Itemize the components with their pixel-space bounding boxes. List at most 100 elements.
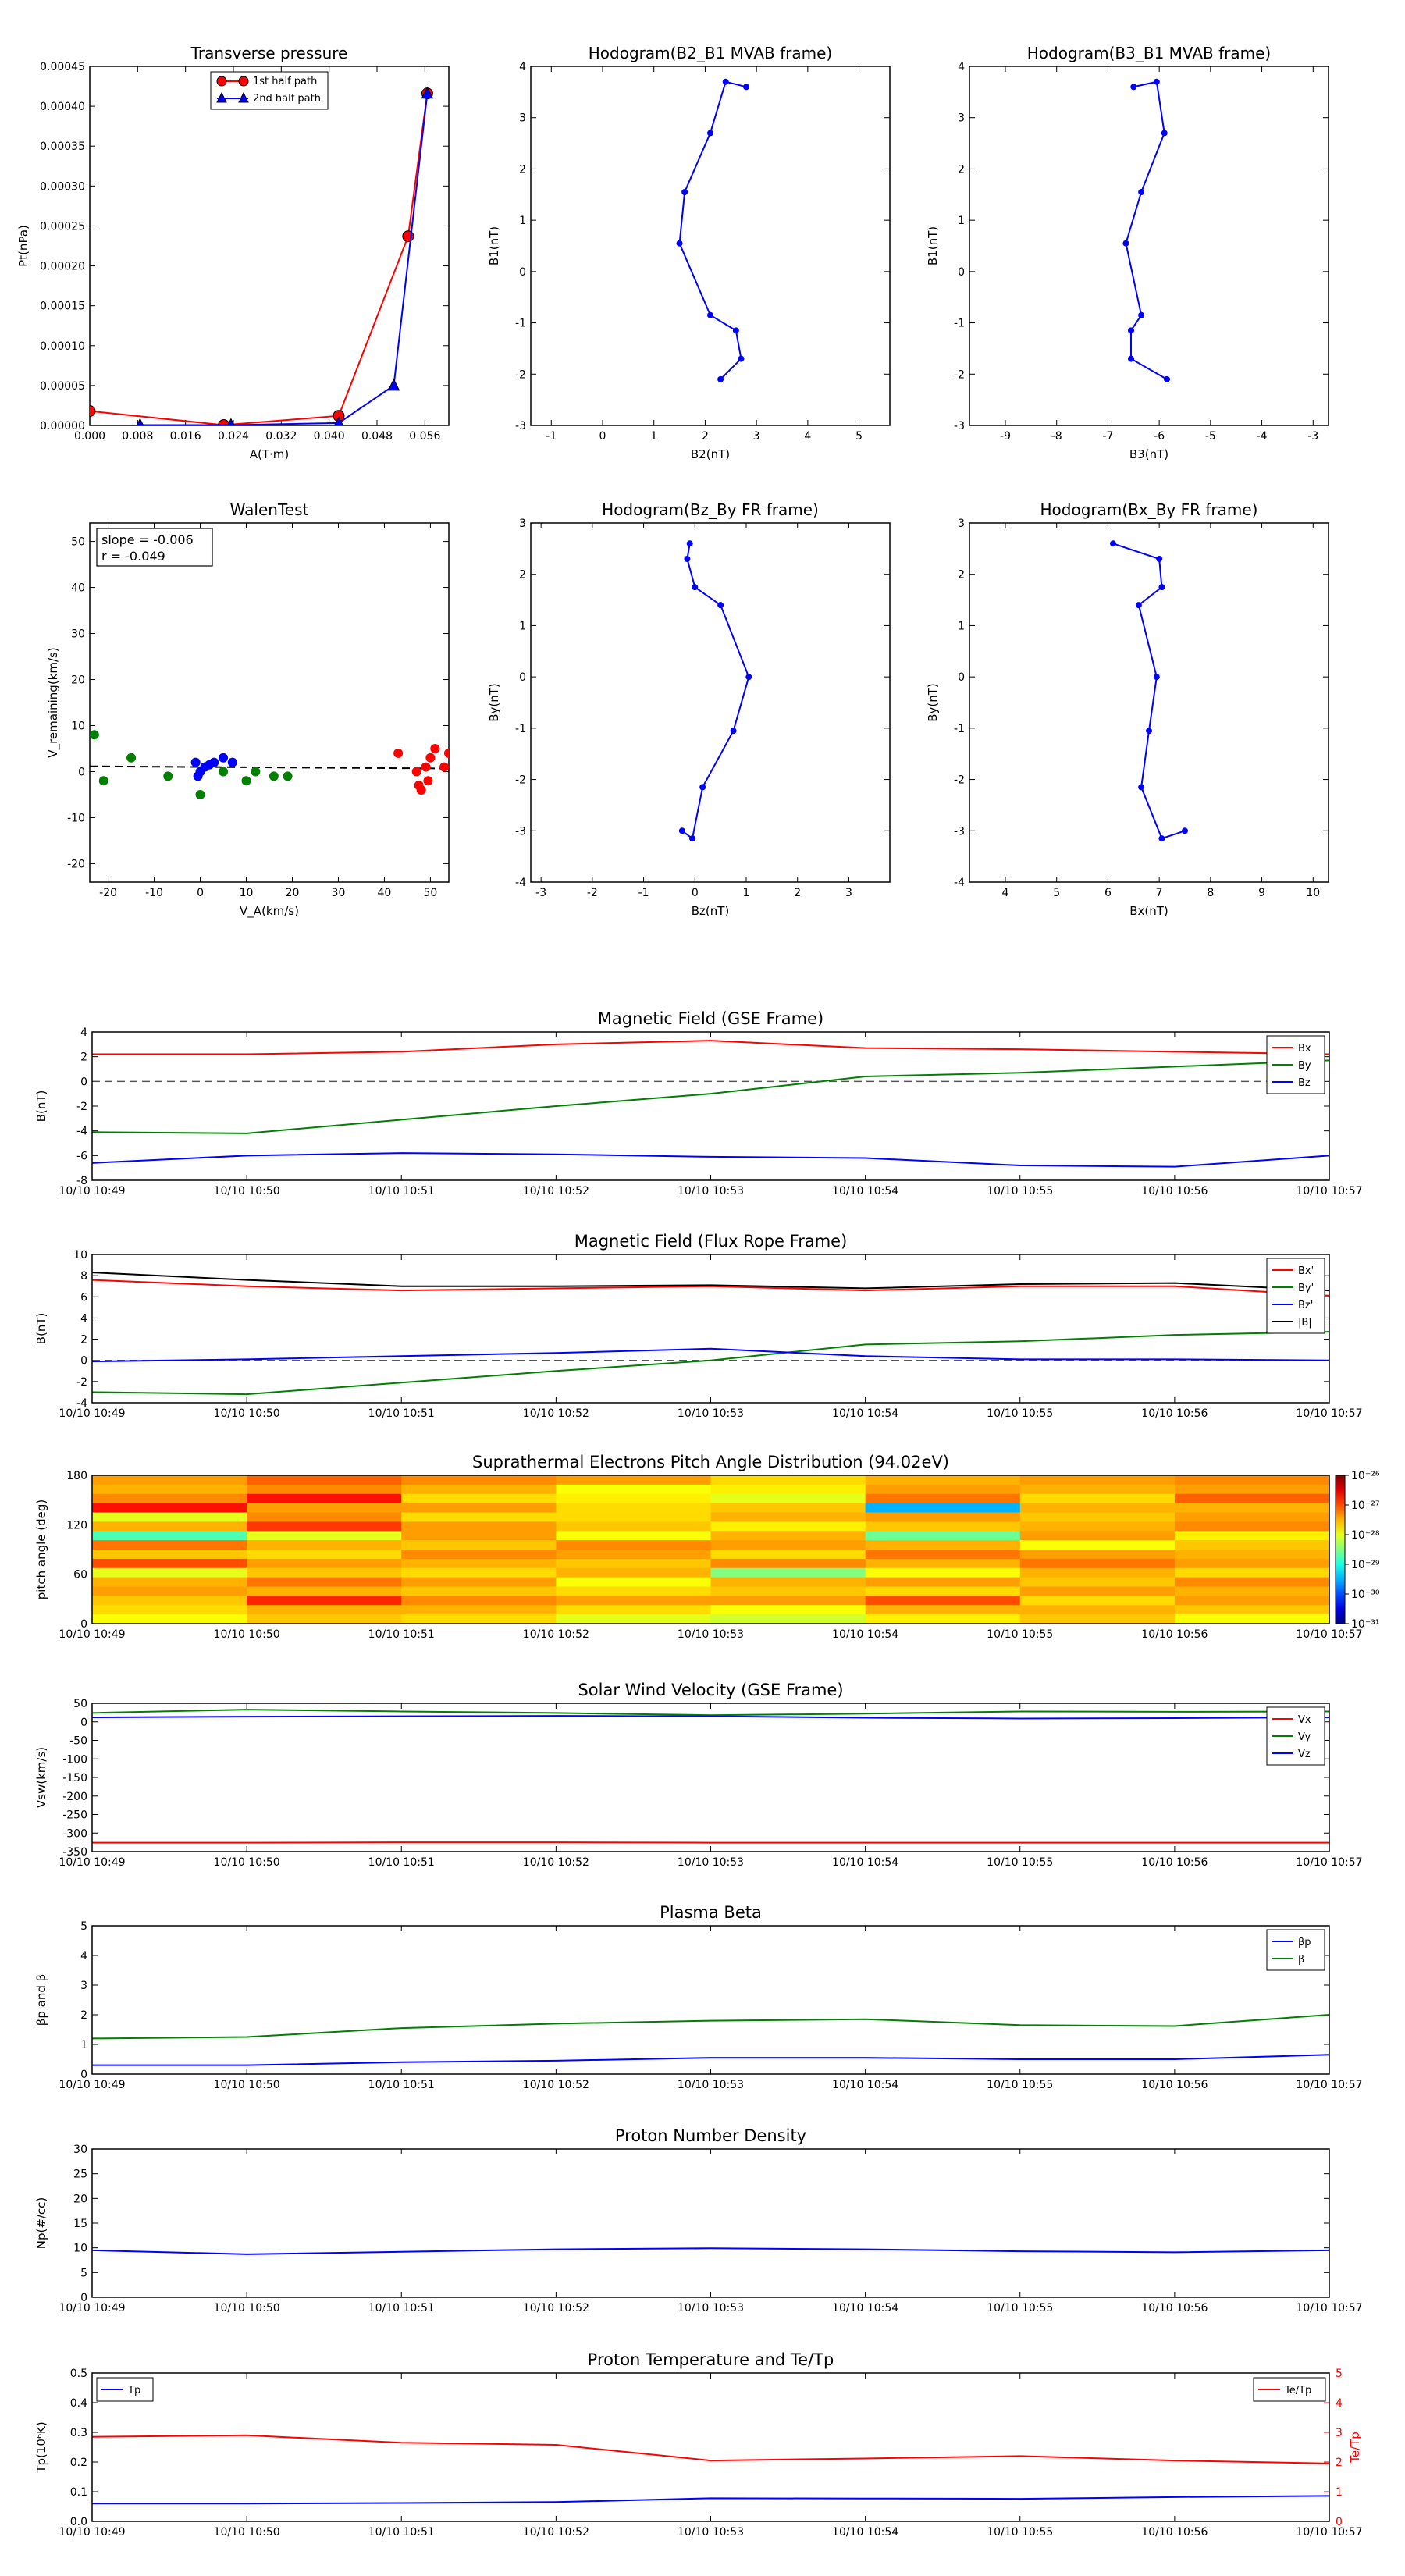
data-point bbox=[126, 753, 137, 763]
x-tick-label: -2 bbox=[587, 887, 598, 899]
x-tick-label: 10/10 10:53 bbox=[678, 1407, 744, 1420]
heatmap-cell bbox=[865, 1567, 1021, 1578]
heatmap-cell bbox=[401, 1512, 557, 1522]
x-tick-label: 30 bbox=[332, 887, 346, 899]
heatmap-cell bbox=[556, 1493, 711, 1504]
heatmap-cell bbox=[1174, 1596, 1329, 1606]
x-tick-label: 10/10 10:55 bbox=[987, 1407, 1053, 1420]
y-tick-label: 0.00020 bbox=[40, 261, 85, 273]
heatmap-cell bbox=[247, 1531, 402, 1541]
heatmap-cell bbox=[556, 1521, 711, 1532]
colorbar-label: 10⁻³⁰ bbox=[1351, 1589, 1380, 1601]
heatmap-cell bbox=[1174, 1531, 1329, 1541]
colorbar-label: 10⁻²⁷ bbox=[1351, 1500, 1379, 1512]
heatmap-cell bbox=[92, 1493, 247, 1504]
heatmap-cell bbox=[865, 1475, 1021, 1485]
x-tick-label: -1 bbox=[638, 887, 649, 899]
data-point bbox=[209, 757, 219, 767]
data-point bbox=[333, 415, 344, 425]
heatmap-cell bbox=[401, 1521, 557, 1532]
x-tick-label: -10 bbox=[145, 887, 163, 899]
data-point bbox=[251, 767, 261, 777]
heatmap-cell bbox=[1019, 1605, 1176, 1615]
data-point bbox=[163, 771, 173, 781]
y-tick-label: 120 bbox=[66, 1519, 87, 1532]
x-tick-label: 10/10 10:52 bbox=[523, 1185, 589, 1197]
x-tick-label: 0.040 bbox=[314, 430, 345, 443]
x-tick-label: 0 bbox=[599, 430, 606, 443]
heatmap-cell bbox=[710, 1540, 866, 1550]
heatmap-cell bbox=[401, 1596, 557, 1606]
y-tick-label: -1 bbox=[515, 318, 526, 330]
y-tick-label: 0.00030 bbox=[40, 180, 85, 193]
x-tick-label: -1 bbox=[546, 430, 557, 443]
legend: Vx Vy Vz bbox=[1266, 1706, 1325, 1766]
data-point bbox=[1158, 584, 1165, 591]
x-tick-label: 10/10 10:53 bbox=[678, 2302, 744, 2314]
legend-marker bbox=[238, 91, 249, 103]
series-line-|B| bbox=[92, 1272, 1329, 1292]
x-axis-label: A(T·m) bbox=[250, 447, 290, 461]
x-tick-label: 40 bbox=[378, 887, 392, 899]
heatmap-cell bbox=[92, 1475, 247, 1485]
heatmap-cell bbox=[1174, 1605, 1329, 1615]
y-tick-label: -4 bbox=[954, 877, 965, 889]
data-layer bbox=[678, 540, 752, 842]
data-point bbox=[90, 405, 96, 418]
heatmap-cell bbox=[865, 1550, 1021, 1560]
heatmap-cell bbox=[92, 1567, 247, 1578]
y-axis-label: B1(nT) bbox=[926, 226, 940, 265]
heatmap-cell bbox=[710, 1484, 866, 1495]
hodogram-line bbox=[1125, 80, 1168, 380]
heatmap-cell bbox=[401, 1558, 557, 1569]
y2-tick-label: 0 bbox=[1336, 2516, 1343, 2528]
heatmap-cell bbox=[556, 1512, 711, 1522]
y-tick-label: 1 bbox=[958, 215, 965, 227]
plot-frame bbox=[91, 2148, 1330, 2298]
data-point bbox=[1153, 674, 1160, 681]
y-tick-label: 0.00040 bbox=[40, 101, 85, 113]
pad-panel: Suprathermal Electrons Pitch Angle Distr… bbox=[34, 1453, 1380, 1641]
x-tick-label: 10/10 10:49 bbox=[59, 1856, 125, 1869]
y-tick-label: 2 bbox=[80, 2009, 87, 2022]
data-layer bbox=[1122, 78, 1170, 382]
heatmap-cell bbox=[247, 1493, 402, 1504]
y-tick-label: -350 bbox=[62, 1846, 87, 1859]
data-point bbox=[411, 767, 422, 777]
series-line-Vy bbox=[92, 1709, 1329, 1717]
data-point bbox=[1128, 355, 1134, 362]
heatmap-cell bbox=[247, 1577, 402, 1587]
x-axis-label: Bz(nT) bbox=[692, 904, 730, 918]
x-tick-label: 0.008 bbox=[122, 430, 153, 443]
heatmap-cell bbox=[92, 1521, 247, 1532]
x-tick-label: 10/10 10:57 bbox=[1296, 1628, 1362, 1641]
data-point bbox=[241, 776, 251, 786]
x-tick-label: 10/10 10:56 bbox=[1141, 1407, 1208, 1420]
y-tick-label: -10 bbox=[67, 812, 85, 824]
x-tick-label: 0.032 bbox=[265, 430, 297, 443]
data-point bbox=[1182, 827, 1188, 834]
legend-left: Tp bbox=[96, 2377, 154, 2402]
heatmap-cell bbox=[1019, 1614, 1176, 1624]
heatmap-cell bbox=[92, 1596, 247, 1606]
data-point bbox=[1138, 784, 1145, 791]
plot-frame bbox=[530, 66, 891, 426]
y-tick-label: 30 bbox=[71, 628, 85, 641]
plot-frame bbox=[91, 1031, 1330, 1181]
y-tick-label: 0 bbox=[519, 266, 526, 279]
data-point bbox=[1156, 556, 1163, 562]
bfr-panel: Magnetic Field (Flux Rope Frame) B(nT) -4 -… bbox=[34, 1232, 1363, 1420]
chart-title: Hodogram(Bz_By FR frame) bbox=[602, 500, 819, 519]
legend: 1st half path 2nd half path bbox=[210, 71, 329, 110]
data-layer bbox=[92, 1272, 1329, 1396]
y-tick-label: -250 bbox=[62, 1809, 87, 1822]
x-tick-label: 10/10 10:55 bbox=[987, 2302, 1053, 2314]
y-tick-label: 60 bbox=[73, 1569, 87, 1582]
heatmap-cell bbox=[92, 1605, 247, 1615]
heatmap-cell bbox=[710, 1567, 866, 1578]
x-tick-label: 0.048 bbox=[361, 430, 393, 443]
plot-frame bbox=[91, 1254, 1330, 1404]
x-tick-label: 10/10 10:50 bbox=[214, 2079, 280, 2091]
y-tick-label: 0.0 bbox=[70, 2516, 87, 2528]
heatmap-cell bbox=[556, 1605, 711, 1615]
